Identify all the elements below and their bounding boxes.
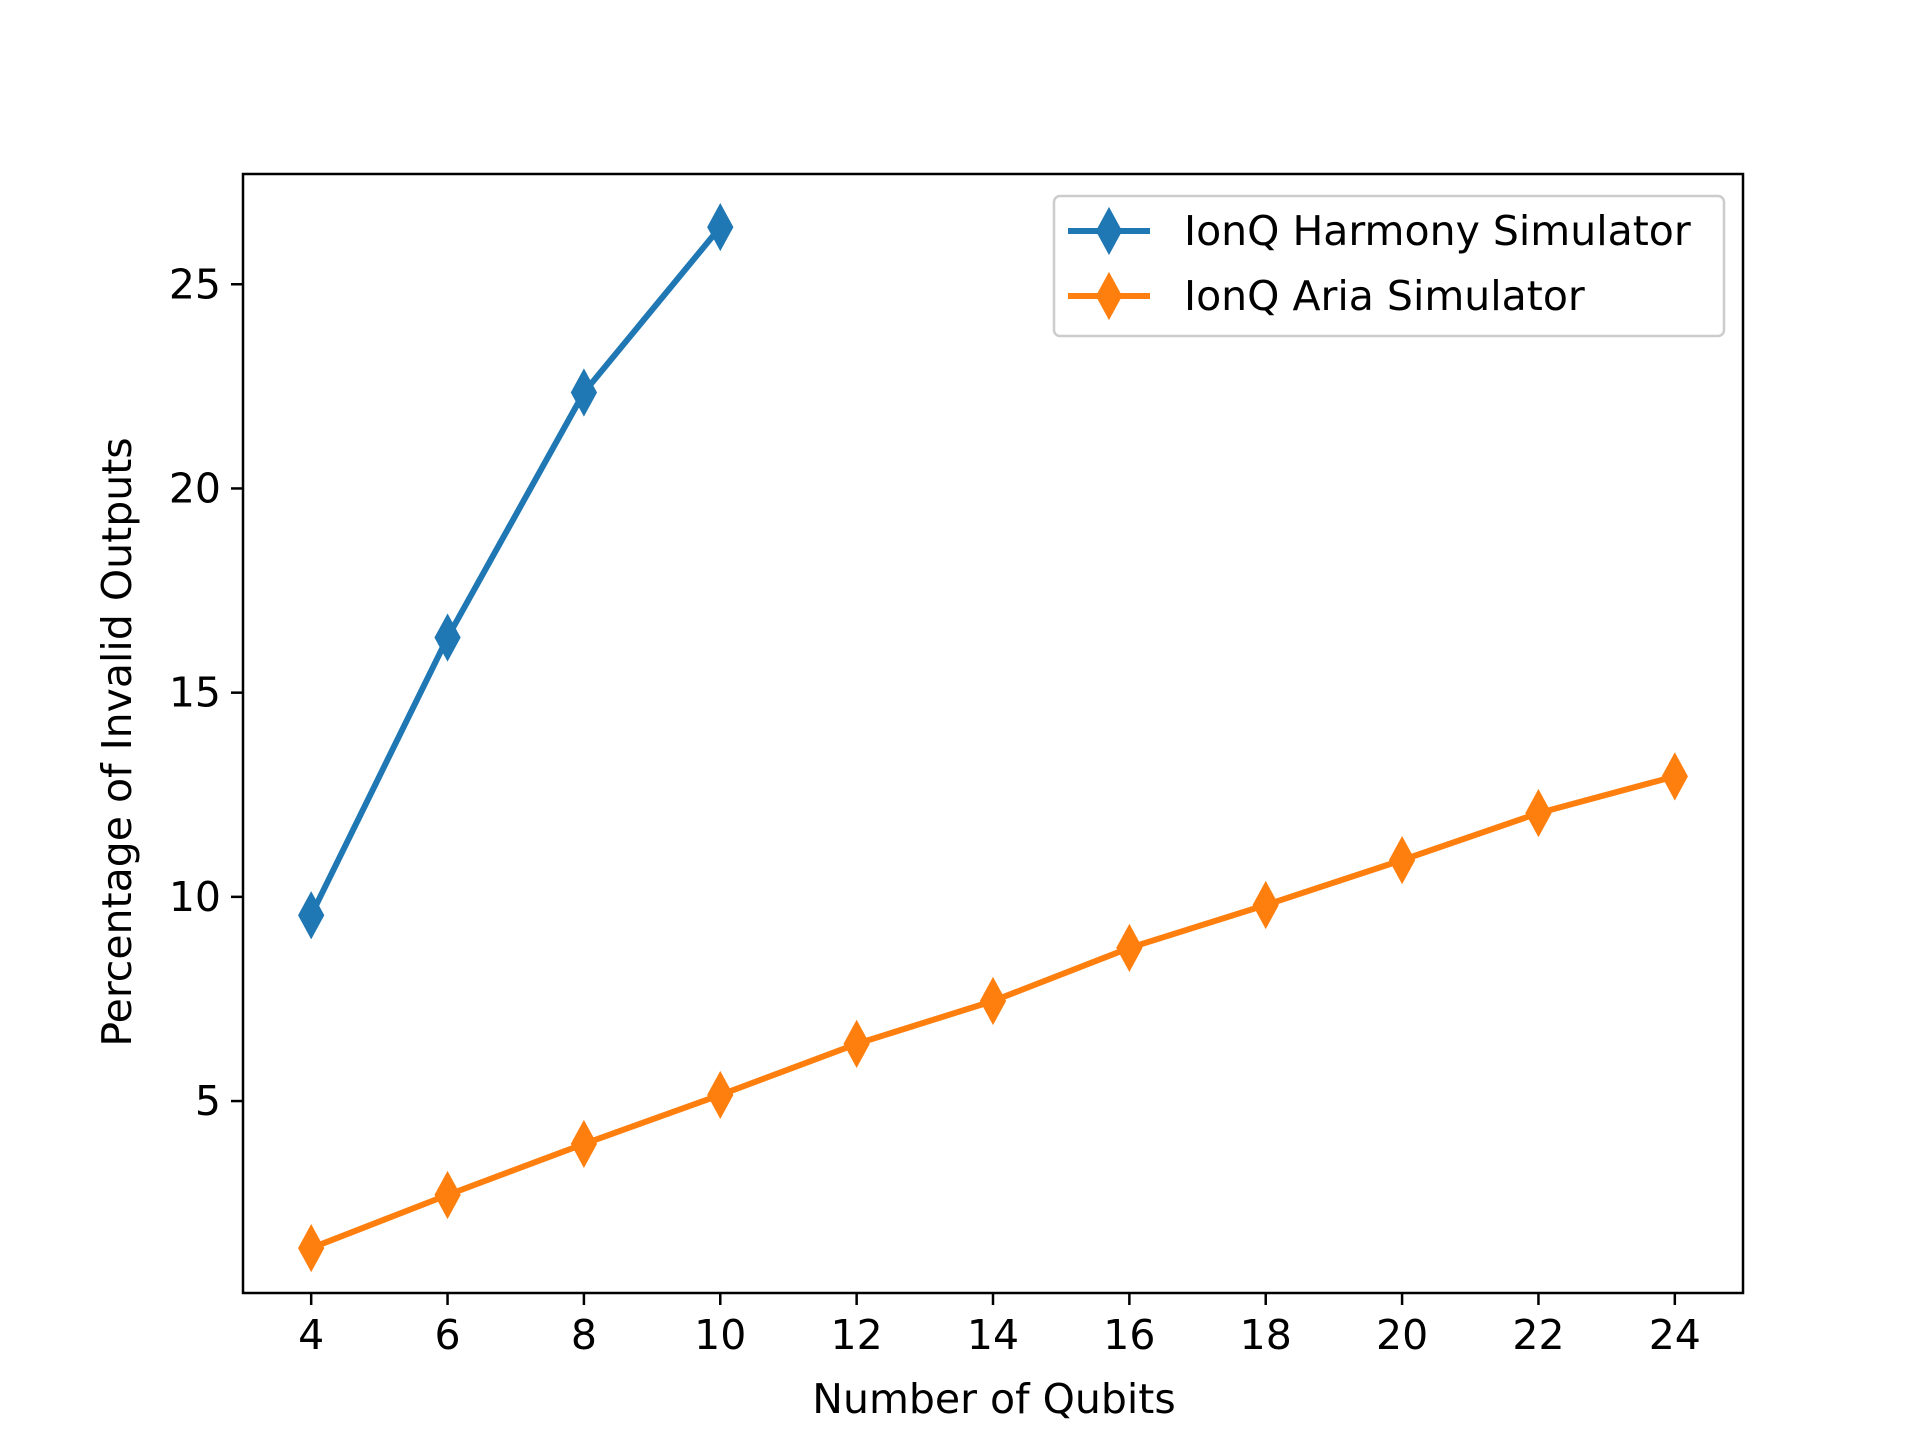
legend-marker <box>1095 206 1123 256</box>
data-point-ionq-aria-simulator <box>1388 836 1416 885</box>
data-point-ionq-aria-simulator <box>979 976 1007 1026</box>
x-tick-label: 4 <box>298 1311 324 1359</box>
x-tick-label: 20 <box>1376 1311 1428 1359</box>
x-tick-label: 12 <box>831 1311 883 1359</box>
data-point-ionq-aria-simulator <box>707 1070 734 1120</box>
data-point-ionq-aria-simulator <box>1252 880 1279 930</box>
y-tick-label: 25 <box>169 260 221 308</box>
data-point-ionq-harmony-simulator <box>434 613 461 662</box>
legend: IonQ Harmony Simulator IonQ Aria Simulato… <box>1052 194 1726 338</box>
data-point-ionq-harmony-simulator <box>570 368 598 417</box>
data-point-ionq-harmony-simulator <box>707 203 734 252</box>
x-tick-label: 6 <box>434 1311 460 1359</box>
series-line-ionq-harmony-simulator <box>307 222 725 920</box>
data-point-ionq-aria-simulator <box>570 1119 598 1169</box>
series-layer <box>298 203 1688 1273</box>
data-point-ionq-aria-simulator <box>843 1019 870 1068</box>
legend-box <box>1052 194 1726 338</box>
plot-background <box>243 174 1743 1293</box>
plot-area <box>243 174 1743 1293</box>
y-tick-label: 15 <box>169 669 221 717</box>
legend-marker <box>1095 271 1123 321</box>
axes-layer: 4 6 8 10 12 14 16 18 20 22 24 5 10 15 20 25 <box>169 172 1745 1359</box>
x-axis-title: Number of Qubits <box>812 1375 1175 1423</box>
legend-label: IonQ Harmony Simulator <box>1184 207 1691 255</box>
data-point-ionq-aria-simulator <box>1116 923 1143 972</box>
y-axis-title: Percentage of Invalid Outputs <box>93 437 141 1046</box>
data-point-ionq-aria-simulator <box>1661 752 1688 801</box>
y-tick-label: 10 <box>169 873 221 921</box>
x-tick-label: 24 <box>1649 1311 1701 1359</box>
x-tick-label: 18 <box>1240 1311 1292 1359</box>
x-tick-label: 10 <box>694 1311 746 1359</box>
data-point-ionq-aria-simulator <box>298 1223 325 1273</box>
legend-label: IonQ Aria Simulator <box>1184 272 1585 320</box>
x-tick-label: 8 <box>571 1311 597 1359</box>
data-point-ionq-aria-simulator <box>434 1170 461 1220</box>
data-point-ionq-harmony-simulator <box>298 891 325 940</box>
x-tick-label: 14 <box>967 1311 1019 1359</box>
data-point-ionq-aria-simulator <box>1525 789 1552 838</box>
y-tick-label: 20 <box>169 464 221 512</box>
y-tick-label: 5 <box>195 1077 221 1125</box>
x-tick-label: 22 <box>1512 1311 1564 1359</box>
x-tick-label: 16 <box>1103 1311 1155 1359</box>
